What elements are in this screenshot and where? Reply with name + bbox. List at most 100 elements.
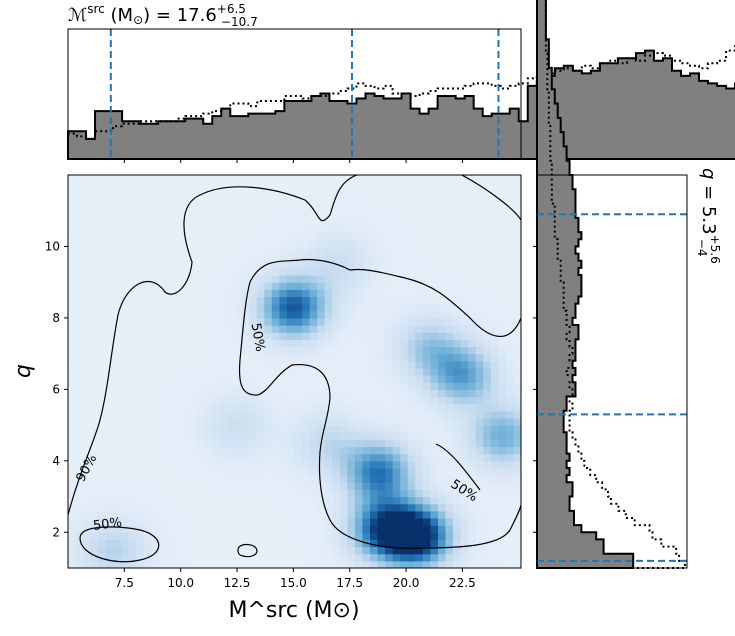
- heatmap-cell: [445, 367, 454, 376]
- heatmap-cell: [271, 182, 280, 190]
- heatmap-cell: [415, 203, 424, 212]
- heatmap-cell: [294, 389, 303, 398]
- heatmap-cell: [68, 182, 77, 190]
- heatmap-cell: [98, 546, 107, 555]
- heatmap-cell: [181, 282, 190, 290]
- heatmap-cell: [513, 482, 521, 490]
- heatmap-cell: [143, 475, 152, 483]
- heatmap-cell: [143, 467, 152, 476]
- heatmap-cell: [249, 232, 258, 240]
- heatmap-cell: [362, 267, 371, 276]
- heatmap-cell: [392, 539, 401, 548]
- heatmap-cell: [249, 217, 258, 226]
- heatmap-cell: [68, 375, 77, 383]
- heatmap-cell: [347, 375, 356, 383]
- heatmap-cell: [249, 439, 258, 448]
- heatmap-cell: [249, 482, 258, 490]
- heatmap-cell: [513, 339, 521, 348]
- heatmap-cell: [120, 375, 129, 383]
- heatmap-cell: [203, 260, 213, 269]
- heatmap-cell: [75, 203, 84, 212]
- heatmap-cell: [377, 482, 386, 490]
- heatmap-cell: [219, 217, 228, 226]
- heatmap-cell: [362, 467, 371, 476]
- heatmap-cell: [113, 517, 122, 526]
- heatmap-cell: [226, 546, 235, 555]
- heatmap-cell: [173, 182, 182, 190]
- heatmap-cell: [392, 439, 401, 448]
- heatmap-cell: [445, 175, 454, 183]
- heatmap-cell: [143, 239, 152, 248]
- heatmap-cell: [302, 346, 311, 355]
- contour-50-percent-upper: [238, 258, 521, 549]
- heatmap-cell: [505, 175, 515, 183]
- heatmap-cell: [219, 203, 228, 212]
- heatmap-cell: [294, 403, 303, 412]
- heatmap-cell: [90, 367, 99, 376]
- heatmap-cell: [83, 296, 92, 305]
- heatmap-cell: [249, 332, 258, 340]
- heatmap-cell: [392, 246, 401, 255]
- heatmap-cell: [83, 210, 92, 219]
- heatmap-cell: [256, 282, 265, 290]
- heatmap-cell: [181, 510, 190, 519]
- heatmap-cell: [377, 389, 386, 398]
- heatmap-cell: [234, 210, 243, 219]
- heatmap-cell: [271, 539, 280, 548]
- heatmap-cell: [196, 453, 205, 462]
- heatmap-cell: [505, 432, 515, 440]
- heatmap-cell: [83, 482, 92, 490]
- heatmap-cell: [498, 432, 507, 440]
- heatmap-cell: [475, 310, 484, 319]
- heatmap-cell: [264, 260, 273, 269]
- heatmap-cell: [362, 189, 371, 198]
- heatmap-cell: [430, 460, 439, 469]
- heatmap-cell: [437, 489, 447, 498]
- heatmap-cell: [241, 225, 250, 233]
- heatmap-cell: [105, 325, 114, 333]
- heatmap-cell: [324, 239, 333, 248]
- heatmap-cell: [219, 253, 228, 262]
- heatmap-cell: [264, 267, 273, 276]
- heatmap-cell: [505, 239, 515, 248]
- heatmap-cell: [151, 367, 160, 376]
- heatmap-cell: [158, 175, 167, 183]
- heatmap-cell: [445, 389, 454, 398]
- heatmap-cell: [249, 353, 258, 362]
- heatmap-cell: [128, 346, 137, 355]
- heatmap-cell: [505, 382, 515, 390]
- heatmap-cell: [279, 432, 288, 440]
- heatmap-cell: [347, 403, 356, 412]
- heatmap-cell: [181, 503, 190, 512]
- right-panel-frame: [536, 174, 688, 569]
- heatmap-cell: [460, 339, 469, 348]
- heatmap-cell: [483, 367, 492, 376]
- heatmap-cell: [407, 289, 416, 298]
- heatmap-cell: [143, 217, 152, 226]
- heatmap-cell: [128, 217, 137, 226]
- heatmap-cell: [196, 275, 205, 283]
- heatmap-cell: [347, 232, 356, 240]
- heatmap-cell: [475, 560, 484, 568]
- heatmap-cell: [453, 203, 462, 212]
- heatmap-cell: [445, 253, 454, 262]
- heatmap-cell: [158, 532, 167, 541]
- heatmap-cell: [453, 303, 462, 312]
- heatmap-cell: [188, 510, 197, 519]
- heatmap-cell: [468, 489, 477, 498]
- heatmap-cell: [498, 367, 507, 376]
- heatmap-cell: [120, 467, 129, 476]
- heatmap-cell: [362, 353, 371, 362]
- heatmap-cell: [302, 267, 311, 276]
- heatmap-cell: [294, 210, 303, 219]
- heatmap-cell: [256, 182, 265, 190]
- heatmap-cell: [120, 346, 129, 355]
- heatmap-cell: [226, 239, 235, 248]
- heatmap-cell: [302, 546, 311, 555]
- heatmap-cell: [362, 475, 371, 483]
- heatmap-cell: [211, 217, 220, 226]
- heatmap-cell: [362, 196, 371, 205]
- heatmap-cell: [407, 239, 416, 248]
- heatmap-cell: [362, 282, 371, 290]
- heatmap-cell: [68, 382, 77, 390]
